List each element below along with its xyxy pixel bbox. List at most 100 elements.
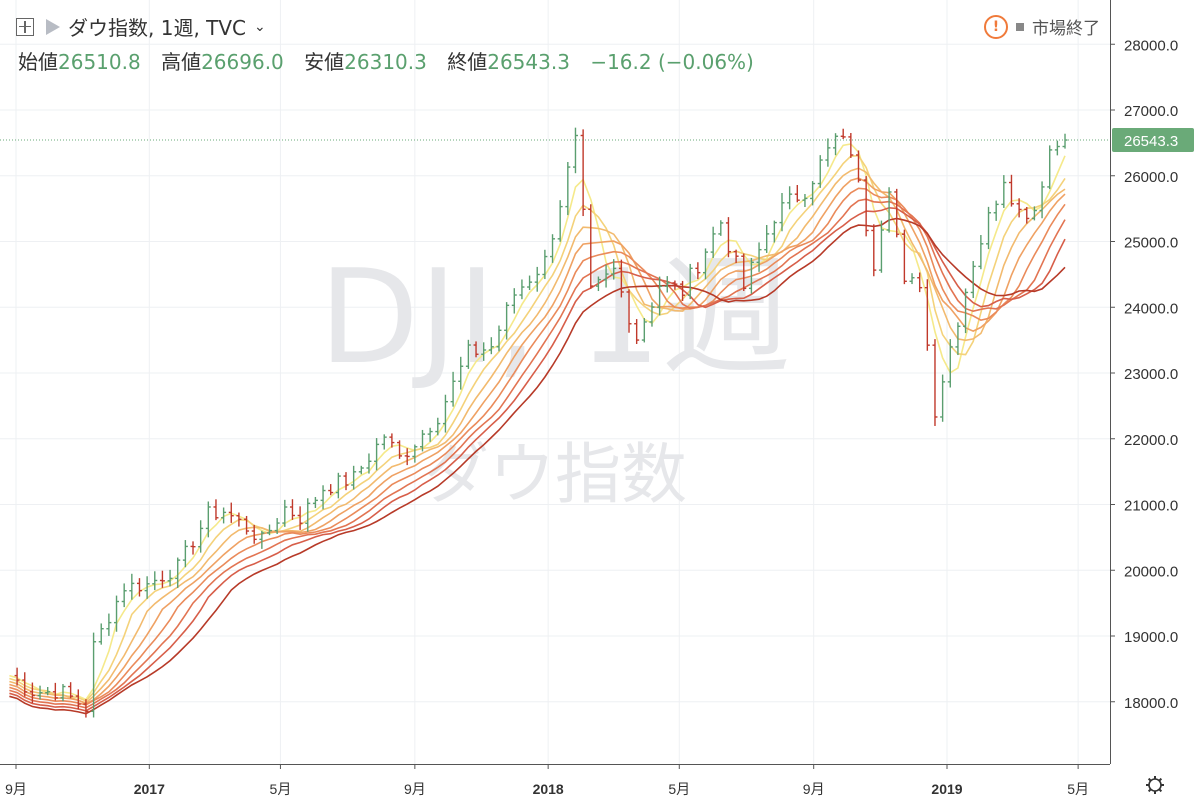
ohlc-bar xyxy=(771,220,777,243)
close-label: 終値 xyxy=(447,50,488,74)
ohlc-bar xyxy=(611,259,617,280)
price-tick-label: 22000.0 xyxy=(1124,432,1178,449)
market-status-label: 市場終了 xyxy=(1032,19,1100,39)
ohlc-bar xyxy=(75,689,81,710)
ohlc-bar xyxy=(488,337,494,355)
gear-tooth xyxy=(1147,788,1152,793)
ohlc-bar xyxy=(947,339,953,388)
ohlc-bar xyxy=(664,276,670,293)
ohlc-bar xyxy=(305,498,311,532)
ohlc-bar xyxy=(496,325,502,352)
ohlc-bar xyxy=(1031,206,1037,221)
ohlc-bar xyxy=(450,371,456,407)
price-tick-label: 19000.0 xyxy=(1124,629,1178,646)
ohlc-bar xyxy=(542,249,548,280)
ohlc-bar xyxy=(45,686,51,696)
ohlc-bar xyxy=(442,394,448,433)
ohlc-bar xyxy=(580,129,586,217)
price-tick-label: 23000.0 xyxy=(1124,366,1178,383)
ohlc-bar xyxy=(397,440,403,459)
ohlc-bar xyxy=(190,541,196,555)
ohlc-bar xyxy=(328,484,334,496)
gear-icon[interactable] xyxy=(1146,776,1164,794)
ohlc-bar xyxy=(312,496,318,509)
ohlc-bar xyxy=(825,138,831,167)
ohlc-bar xyxy=(863,176,869,237)
ohlc-bar xyxy=(297,506,303,530)
price-tick-label: 20000.0 xyxy=(1124,563,1178,580)
ohlc-bar xyxy=(886,187,892,233)
ohlc-bar xyxy=(511,288,517,314)
ohlc-bar xyxy=(152,571,158,591)
flag-icon[interactable] xyxy=(46,18,60,35)
time-tick-label: 5月 xyxy=(270,781,292,797)
ohlc-bar xyxy=(901,229,907,285)
ohlc-bar xyxy=(29,682,35,704)
ohlc-bar xyxy=(779,192,785,232)
ohlc-bar xyxy=(572,127,578,174)
ohlc-bar xyxy=(802,194,808,208)
plus-box-icon[interactable] xyxy=(16,17,34,36)
gear-tooth xyxy=(1158,788,1163,793)
ohlc-bar xyxy=(60,684,66,702)
ohlc-bar xyxy=(366,453,372,474)
ohlc-bar xyxy=(343,472,349,491)
ohlc-bar xyxy=(978,235,984,270)
ohlc-bar xyxy=(527,275,533,291)
ohlc-bar xyxy=(335,472,341,499)
time-tick-label: 2018 xyxy=(533,781,564,797)
ohlc-bar xyxy=(205,501,211,538)
ohlc-bar xyxy=(710,226,716,258)
high-label: 高値 xyxy=(161,50,202,74)
ohlc-bar xyxy=(657,276,663,316)
gear-tooth xyxy=(1147,777,1152,782)
chevron-down-icon[interactable]: ⌄ xyxy=(254,18,266,35)
ohlc-bar xyxy=(833,133,839,156)
ohlc-bar xyxy=(228,502,234,523)
ohlc-bar xyxy=(534,266,540,292)
ohlc-bar xyxy=(320,485,326,510)
ohlc-bar xyxy=(175,557,181,589)
ohlc-bar xyxy=(427,427,433,442)
price-tick-label: 18000.0 xyxy=(1124,695,1178,712)
last-price-tag: 26543.3 xyxy=(1112,128,1194,153)
ohlc-bar xyxy=(504,302,510,340)
ohlc-bar xyxy=(1054,140,1060,156)
ohlc-bar xyxy=(52,682,58,701)
ohlc-bar xyxy=(917,272,923,293)
ohlc-bar xyxy=(565,162,571,216)
ohlc-bar xyxy=(14,667,20,686)
ohlc-bar xyxy=(550,234,556,263)
ohlc-bar xyxy=(236,512,242,527)
ohlc-bar xyxy=(465,339,471,369)
ohlc-bar xyxy=(940,374,946,422)
market-closed-indicator xyxy=(1016,22,1024,31)
warning-icon[interactable]: ! xyxy=(984,14,1008,39)
open-value: 26510.8 xyxy=(58,50,141,74)
ma-line xyxy=(9,143,1066,701)
watermark-name: ダウ指数 xyxy=(423,436,687,513)
ohlc-bar xyxy=(794,184,800,203)
price-tick-label: 26000.0 xyxy=(1124,169,1178,186)
ohlc-bar xyxy=(37,685,43,700)
ohlc-bar xyxy=(106,613,112,636)
symbol-title[interactable]: ダウ指数, 1週, TVC xyxy=(68,16,247,40)
ohlc-bar xyxy=(1001,175,1007,208)
price-tick-label: 28000.0 xyxy=(1124,37,1178,54)
ohlc-bar xyxy=(993,200,999,221)
price-tick-label: 24000.0 xyxy=(1124,300,1178,317)
ohlc-bar xyxy=(955,322,961,356)
ohlc-bar xyxy=(159,570,165,588)
ohlc-bar xyxy=(894,188,900,238)
ohlc-bar xyxy=(22,672,28,697)
grid-lines xyxy=(0,0,1110,764)
ohlc-bar xyxy=(68,682,74,699)
ohlc-bar xyxy=(909,273,915,285)
time-tick-label: 9月 xyxy=(5,781,27,797)
price-tick-label: 21000.0 xyxy=(1124,498,1178,515)
ohlc-bar xyxy=(244,515,250,535)
ohlc-bar xyxy=(351,465,357,490)
time-axis-bg xyxy=(0,764,1196,802)
